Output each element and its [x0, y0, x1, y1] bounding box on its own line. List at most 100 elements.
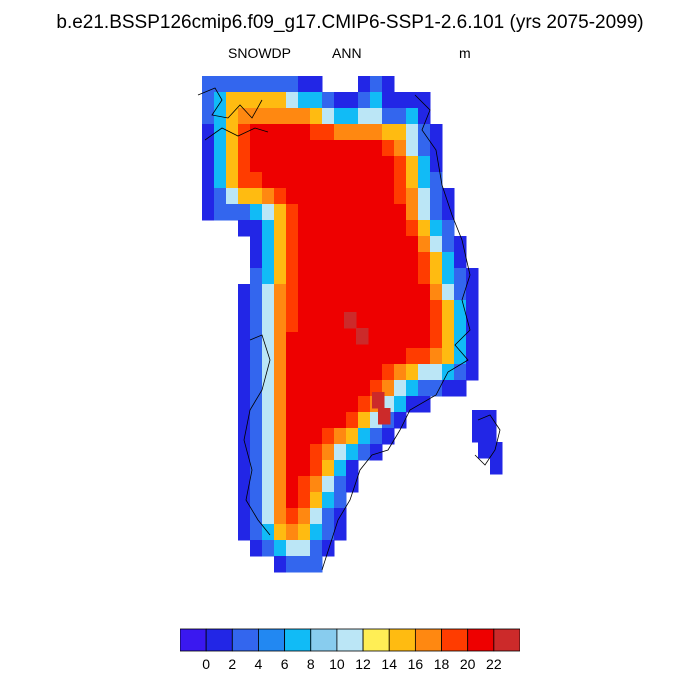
grid-cell	[238, 124, 251, 141]
grid-cell	[406, 204, 419, 221]
grid-cell	[262, 476, 275, 493]
grid-cell	[406, 332, 419, 349]
grid-cell	[250, 236, 263, 253]
grid-cell	[454, 316, 467, 333]
grid-cell	[310, 428, 323, 445]
grid-cell	[406, 140, 419, 157]
grid-cell	[322, 508, 335, 525]
grid-cell	[322, 268, 335, 285]
grid-cell	[274, 492, 287, 509]
grid-cell	[298, 300, 311, 317]
grid-cell	[394, 332, 407, 349]
grid-cell	[262, 348, 275, 365]
grid-cell	[250, 140, 263, 157]
grid-cell	[250, 220, 263, 237]
colorbar-swatch	[336, 628, 364, 652]
grid-cell	[214, 124, 227, 141]
grid-cell	[406, 252, 419, 269]
grid-cell	[310, 316, 323, 333]
grid-cell	[310, 332, 323, 349]
grid-cell	[250, 348, 263, 365]
grid-cell	[442, 332, 455, 349]
grid-cell	[274, 140, 287, 157]
grid-cell	[322, 524, 335, 541]
coastline-path	[197, 87, 263, 119]
grid-cell	[322, 284, 335, 301]
grid-cell	[442, 236, 455, 253]
grid-cell	[298, 268, 311, 285]
grid-cell	[310, 188, 323, 205]
grid-cell	[358, 268, 371, 285]
grid-cell	[346, 204, 359, 221]
grid-cell	[370, 348, 383, 365]
grid-cell	[298, 556, 311, 573]
grid-cell	[394, 188, 407, 205]
grid-cell	[334, 444, 347, 461]
grid-cell	[310, 252, 323, 269]
colorbar-tick-label: 4	[254, 656, 263, 672]
grid-cell	[370, 316, 383, 333]
colorbar-tick-label: 2	[228, 656, 237, 672]
grid-cell	[394, 204, 407, 221]
grid-cell	[430, 220, 443, 237]
grid-cell	[334, 108, 347, 125]
grid-cell	[286, 284, 299, 301]
grid-cell	[322, 204, 335, 221]
grid-cell	[334, 252, 347, 269]
grid-cell	[406, 108, 419, 125]
grid-cell	[382, 172, 395, 189]
grid-cell	[238, 380, 251, 397]
grid-cell	[262, 508, 275, 525]
grid-cell	[274, 428, 287, 445]
grid-cell	[298, 156, 311, 173]
grid-cell	[238, 92, 251, 109]
grid-cell	[322, 364, 335, 381]
grid-cell	[454, 300, 467, 317]
grid-cell	[310, 380, 323, 397]
grid-cell	[322, 124, 335, 141]
grid-cell	[214, 204, 227, 221]
grid-cell	[262, 252, 275, 269]
grid-cell	[274, 556, 287, 573]
grid-cell	[322, 492, 335, 509]
grid-cell	[406, 284, 419, 301]
grid-cell	[274, 172, 287, 189]
grid-cell	[298, 428, 311, 445]
grid-cell	[334, 524, 347, 541]
grid-cell	[298, 524, 311, 541]
grid-cell	[274, 284, 287, 301]
grid-cell	[274, 124, 287, 141]
grid-cell	[274, 268, 287, 285]
grid-cell	[484, 426, 497, 443]
grid-cell	[346, 476, 359, 493]
grid-cell	[310, 268, 323, 285]
grid-cell	[334, 268, 347, 285]
grid-cell	[430, 364, 443, 381]
grid-cell	[406, 316, 419, 333]
grid-cell	[286, 108, 299, 125]
grid-cell	[334, 124, 347, 141]
coastline-path	[321, 94, 471, 571]
grid-cell	[418, 332, 431, 349]
grid-cell	[346, 252, 359, 269]
grid-cell	[202, 92, 215, 109]
grid-cell	[202, 172, 215, 189]
grid-cell	[298, 236, 311, 253]
grid-cell	[262, 156, 275, 173]
grid-cell	[298, 364, 311, 381]
grid-cell	[442, 204, 455, 221]
grid-cell	[238, 428, 251, 445]
grid-cell	[250, 380, 263, 397]
grid-cell	[430, 188, 443, 205]
colorbar-swatch	[310, 628, 338, 652]
grid-cell	[378, 408, 391, 425]
season-label: ANN	[332, 45, 362, 61]
grid-cell	[406, 172, 419, 189]
grid-cell	[406, 268, 419, 285]
grid-cell	[226, 172, 239, 189]
grid-cell	[322, 460, 335, 477]
coastline-path	[474, 414, 501, 466]
grid-cell	[310, 108, 323, 125]
grid-cell	[250, 492, 263, 509]
colorbar-swatch	[493, 628, 520, 652]
